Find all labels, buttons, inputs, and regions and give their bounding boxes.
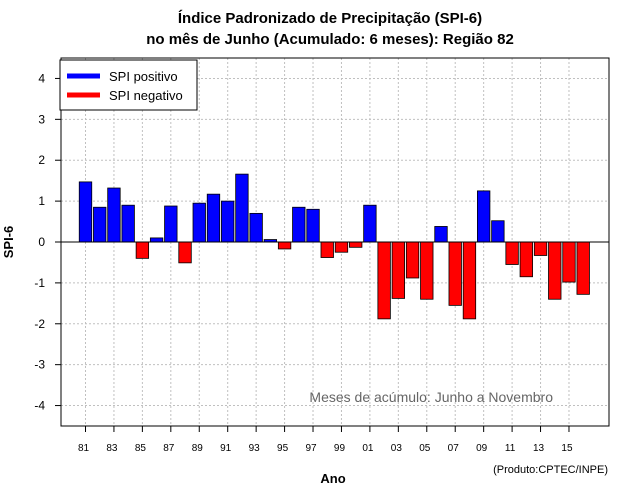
- bar-2013: [533, 241, 548, 256]
- y-tick-label: 4: [38, 71, 45, 85]
- legend: SPI positivo SPI negativo: [59, 59, 198, 111]
- x-tick-label: 91: [220, 443, 232, 454]
- x-tick-label: 07: [448, 443, 460, 454]
- x-tick-label: 85: [135, 443, 147, 454]
- legend-label-positive: SPI positivo: [109, 69, 178, 84]
- bar-1989: [192, 202, 206, 243]
- x-tick-label: 15: [561, 443, 573, 454]
- bar-1981: [78, 181, 93, 243]
- x-axis: 81 83 85 87 89 91 93 95 97 99 01 03 05 07 09 11 13 15: [78, 426, 573, 454]
- bar-2009: [477, 190, 491, 243]
- bar-1995: [277, 241, 292, 250]
- bar-1985: [135, 241, 150, 259]
- bar-2006: [434, 226, 448, 243]
- bar-1990: [206, 193, 221, 243]
- bar-2004: [405, 241, 420, 279]
- bar-2001: [363, 204, 377, 243]
- bar-1999: [334, 241, 349, 253]
- plot-frame: [60, 57, 610, 427]
- y-tick-label: -1: [34, 276, 45, 290]
- x-tick-label: 11: [505, 443, 516, 454]
- bar-2003: [391, 241, 405, 299]
- y-tick-label: 2: [38, 153, 45, 167]
- chart-title-line2: no mês de Junho (Acumulado: 6 meses): Re…: [146, 31, 514, 48]
- x-tick-label: 87: [163, 443, 175, 454]
- x-tick-label: 13: [533, 443, 545, 454]
- bar-1983: [107, 187, 121, 243]
- y-tick-label: -4: [34, 399, 45, 413]
- bar-2007: [448, 241, 462, 306]
- legend-label-negative: SPI negativo: [109, 88, 183, 103]
- x-tick-label: 99: [334, 443, 346, 454]
- bar-1993: [249, 212, 263, 243]
- y-tick-label: 0: [38, 235, 45, 249]
- bar-2005: [420, 241, 434, 300]
- y-axis: -4 -3 -2 -1 0 1 2 3 4: [34, 71, 61, 413]
- bar-1984: [121, 204, 135, 243]
- bar-2014: [548, 241, 562, 300]
- x-tick-label: 05: [419, 443, 431, 454]
- bar-1987: [164, 205, 178, 243]
- bar-1997: [306, 208, 320, 243]
- x-tick-label: 93: [249, 443, 261, 454]
- y-tick-label: 3: [38, 112, 45, 126]
- bar-2000: [349, 241, 363, 248]
- accumulation-note: Meses de acúmulo: Junho a Novembro: [309, 389, 553, 405]
- bar-2011: [505, 241, 519, 265]
- bar-1996: [292, 206, 306, 243]
- x-tick-label: 95: [277, 443, 289, 454]
- y-axis-title: SPI-6: [1, 226, 16, 259]
- bar-1991: [221, 200, 235, 243]
- legend-box: [59, 59, 198, 111]
- x-tick-label: 89: [192, 443, 204, 454]
- bar-2008: [462, 241, 477, 320]
- chart-title-line1: Índice Padronizado de Precipitação (SPI-…: [178, 10, 482, 27]
- bar-1992: [235, 173, 249, 243]
- y-tick-label: -3: [34, 358, 45, 372]
- bar-1986: [149, 237, 164, 243]
- bars: [78, 173, 590, 320]
- x-tick-label: 83: [106, 443, 118, 454]
- x-tick-label: 09: [476, 443, 488, 454]
- bar-2015: [562, 241, 576, 283]
- y-tick-label: -2: [34, 317, 45, 331]
- bar-2012: [519, 241, 533, 278]
- bar-2010: [491, 220, 505, 243]
- x-tick-label: 97: [305, 443, 317, 454]
- bar-1988: [178, 241, 192, 264]
- bar-1982: [93, 206, 107, 243]
- bar-1998: [320, 241, 334, 258]
- x-axis-title: Ano: [320, 471, 345, 486]
- bar-2016: [576, 241, 590, 295]
- y-tick-label: 1: [38, 194, 45, 208]
- bar-2002: [377, 241, 391, 320]
- product-credit: (Produto:CPTEC/INPE): [493, 464, 608, 476]
- x-tick-label: 03: [391, 443, 403, 454]
- x-tick-label: 81: [78, 443, 90, 454]
- x-tick-label: 01: [362, 443, 374, 454]
